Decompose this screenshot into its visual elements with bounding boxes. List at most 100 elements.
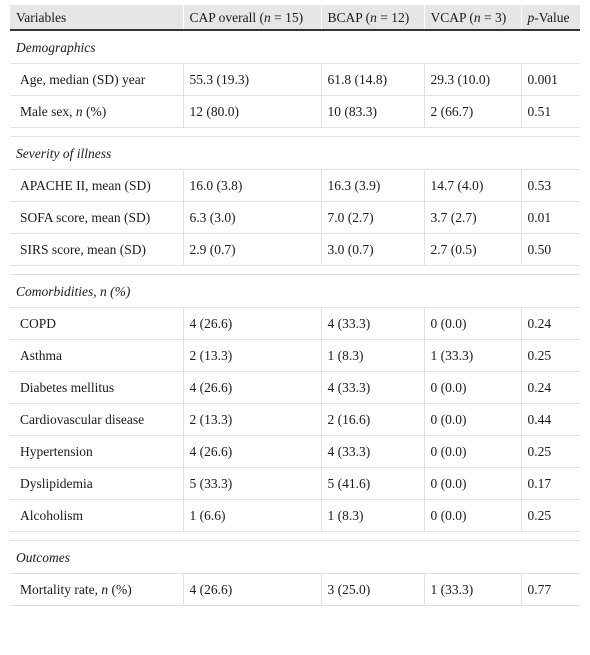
table-row: Diabetes mellitus 4 (26.6) 4 (33.3) 0 (0… [10, 371, 580, 404]
cell-cap-overall: 12 (80.0) [182, 95, 321, 128]
cell-cap-overall: 2 (13.3) [182, 403, 321, 436]
cell-cap-overall: 4 (26.6) [182, 573, 321, 606]
table-row: SIRS score, mean (SD) 2.9 (0.7) 3.0 (0.7… [10, 233, 580, 266]
section-title: Severity of illness [10, 136, 580, 170]
row-label: COPD [10, 307, 183, 340]
section-row-comorbidities: Comorbidities, n (%) [10, 274, 580, 308]
header-row: Variables CAP overall (n = 15) BCAP (n =… [10, 5, 580, 31]
cell-cap-overall: 2 (13.3) [182, 339, 321, 372]
label-n: n [101, 582, 109, 597]
cell-bcap: 1 (8.3) [320, 499, 424, 532]
cell-bcap: 1 (8.3) [320, 339, 424, 372]
patient-characteristics-table: Variables CAP overall (n = 15) BCAP (n =… [10, 5, 580, 606]
cell-vcap: 0 (0.0) [423, 435, 521, 468]
row-label: Dyslipidemia [10, 467, 183, 500]
cell-bcap: 4 (33.3) [320, 435, 424, 468]
table-row: Alcoholism 1 (6.6) 1 (8.3) 0 (0.0) 0.25 [10, 499, 580, 532]
section-title: Outcomes [10, 540, 580, 574]
cell-cap-overall: 4 (26.6) [182, 435, 321, 468]
table-row: APACHE II, mean (SD) 16.0 (3.8) 16.3 (3.… [10, 169, 580, 202]
cell-vcap: 14.7 (4.0) [423, 169, 521, 202]
cell-p-value: 0.51 [520, 95, 580, 128]
cell-vcap: 1 (33.3) [423, 339, 521, 372]
cell-vcap: 3.7 (2.7) [423, 201, 521, 234]
header-p: p [527, 10, 535, 25]
cell-cap-overall: 5 (33.3) [182, 467, 321, 500]
cell-bcap: 7.0 (2.7) [320, 201, 424, 234]
table-row: SOFA score, mean (SD) 6.3 (3.0) 7.0 (2.7… [10, 201, 580, 234]
section-row-demographics: Demographics [10, 30, 580, 64]
row-label: SOFA score, mean (SD) [10, 201, 183, 234]
header-n: n [473, 10, 481, 25]
row-label: Age, median (SD) year [10, 63, 183, 96]
row-label: Asthma [10, 339, 183, 372]
cell-p-value: 0.50 [520, 233, 580, 266]
label-text: Male sex, [20, 104, 76, 119]
table-row: Hypertension 4 (26.6) 4 (33.3) 0 (0.0) 0… [10, 435, 580, 468]
cell-bcap: 3.0 (0.7) [320, 233, 424, 266]
label-n: n [75, 104, 83, 119]
section-title: Comorbidities, n (%) [10, 274, 580, 308]
label-text: (%) [82, 104, 107, 119]
header-n: n [370, 10, 377, 25]
cell-p-value: 0.53 [520, 169, 580, 202]
cell-p-value: 0.24 [520, 307, 580, 340]
row-label: Male sex, n (%) [10, 95, 183, 128]
table-row: COPD 4 (26.6) 4 (33.3) 0 (0.0) 0.24 [10, 307, 580, 340]
cell-bcap: 5 (41.6) [320, 467, 424, 500]
spacer-row [10, 127, 580, 137]
cell-p-value: 0.001 [520, 63, 580, 96]
cell-cap-overall: 55.3 (19.3) [182, 63, 321, 96]
cell-cap-overall: 16.0 (3.8) [182, 169, 321, 202]
table-row: Mortality rate, n (%) 4 (26.6) 3 (25.0) … [10, 573, 580, 606]
col-header-vcap: VCAP (n = 3) [423, 5, 521, 31]
cell-bcap: 4 (33.3) [320, 307, 424, 340]
col-header-variables: Variables [10, 5, 183, 31]
table-row: Age, median (SD) year 55.3 (19.3) 61.8 (… [10, 63, 580, 96]
section-row-outcomes: Outcomes [10, 540, 580, 574]
cell-p-value: 0.25 [520, 435, 580, 468]
cell-cap-overall: 4 (26.6) [182, 307, 321, 340]
label-text: (%) [108, 582, 132, 597]
spacer-row [10, 265, 580, 275]
cell-p-value: 0.44 [520, 403, 580, 436]
cell-bcap: 4 (33.3) [320, 371, 424, 404]
row-label: SIRS score, mean (SD) [10, 233, 183, 266]
header-text: VCAP ( [430, 10, 474, 25]
header-text: BCAP ( [327, 10, 371, 25]
header-text: = 12) [376, 10, 410, 25]
cell-vcap: 1 (33.3) [423, 573, 521, 606]
col-header-bcap: BCAP (n = 12) [320, 5, 424, 31]
cell-bcap: 16.3 (3.9) [320, 169, 424, 202]
row-label: Alcoholism [10, 499, 183, 532]
cell-vcap: 29.3 (10.0) [423, 63, 521, 96]
table-row: Cardiovascular disease 2 (13.3) 2 (16.6)… [10, 403, 580, 436]
cell-p-value: 0.25 [520, 499, 580, 532]
cell-cap-overall: 2.9 (0.7) [182, 233, 321, 266]
cell-bcap: 2 (16.6) [320, 403, 424, 436]
table-row: Asthma 2 (13.3) 1 (8.3) 1 (33.3) 0.25 [10, 339, 580, 372]
cell-vcap: 0 (0.0) [423, 499, 521, 532]
header-text: -Value [534, 10, 570, 25]
cell-p-value: 0.25 [520, 339, 580, 372]
cell-vcap: 0 (0.0) [423, 371, 521, 404]
row-label: APACHE II, mean (SD) [10, 169, 183, 202]
section-row-severity: Severity of illness [10, 136, 580, 170]
col-header-cap-overall: CAP overall (n = 15) [182, 5, 321, 31]
row-label: Diabetes mellitus [10, 371, 183, 404]
header-text: = 3) [480, 10, 507, 25]
row-label: Mortality rate, n (%) [10, 573, 183, 606]
cell-bcap: 10 (83.3) [320, 95, 424, 128]
cell-cap-overall: 6.3 (3.0) [182, 201, 321, 234]
cell-cap-overall: 1 (6.6) [182, 499, 321, 532]
spacer-cell [10, 127, 580, 137]
spacer-cell [10, 531, 580, 541]
cell-vcap: 0 (0.0) [423, 403, 521, 436]
cell-vcap: 2.7 (0.5) [423, 233, 521, 266]
col-header-p-value: p-Value [520, 5, 580, 31]
cell-bcap: 3 (25.0) [320, 573, 424, 606]
table-row: Dyslipidemia 5 (33.3) 5 (41.6) 0 (0.0) 0… [10, 467, 580, 500]
label-text: Mortality rate, [20, 582, 102, 597]
header-text: = 15) [270, 10, 304, 25]
cell-p-value: 0.77 [520, 573, 580, 606]
